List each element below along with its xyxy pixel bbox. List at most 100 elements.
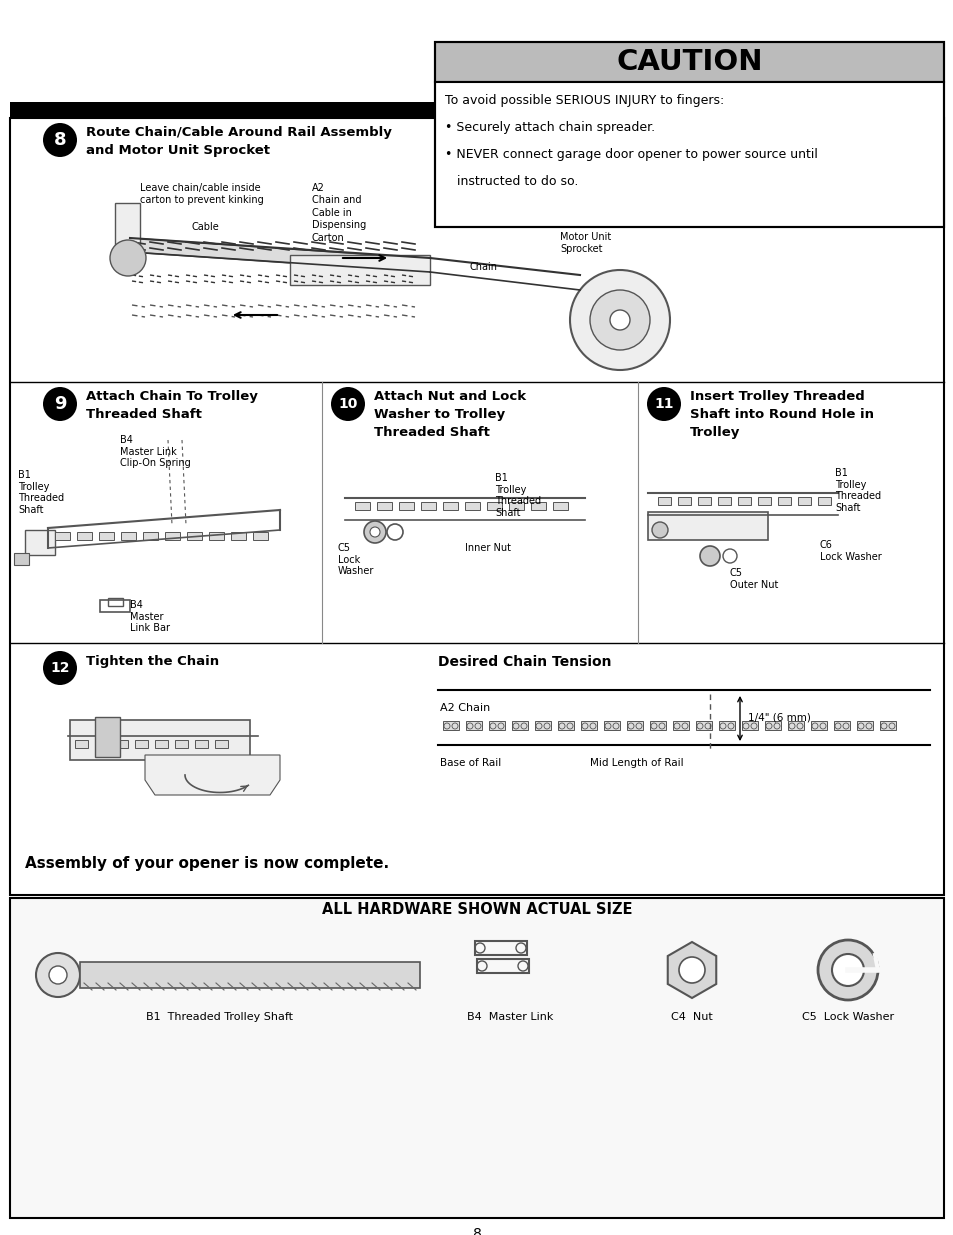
Bar <box>465 721 481 730</box>
Text: Chain: Chain <box>470 262 497 272</box>
Bar <box>115 740 128 748</box>
Bar <box>603 721 619 730</box>
Bar <box>165 532 180 540</box>
Text: Desired Chain Tension: Desired Chain Tension <box>437 655 611 669</box>
Circle shape <box>817 940 877 1000</box>
Polygon shape <box>130 238 430 275</box>
Circle shape <box>43 387 77 421</box>
Text: Attach Nut and Lock
Washer to Trolley
Threaded Shaft: Attach Nut and Lock Washer to Trolley Th… <box>374 390 525 438</box>
Bar <box>70 720 250 760</box>
Bar <box>531 501 545 510</box>
Text: C5
Lock
Washer: C5 Lock Washer <box>337 543 374 577</box>
Bar <box>553 501 567 510</box>
Text: Assembly of your opener is now complete.: Assembly of your opener is now complete. <box>25 856 389 871</box>
Bar <box>833 721 849 730</box>
Bar <box>879 721 895 730</box>
Text: B1
Trolley
Threaded
Shaft: B1 Trolley Threaded Shaft <box>18 471 64 515</box>
Bar <box>376 501 392 510</box>
Bar <box>738 496 750 505</box>
Circle shape <box>651 522 667 538</box>
Text: Motor Unit
Sprocket: Motor Unit Sprocket <box>559 232 611 253</box>
Bar <box>649 721 665 730</box>
Text: Insert Trolley Threaded
Shaft into Round Hole in
Trolley: Insert Trolley Threaded Shaft into Round… <box>689 390 873 438</box>
Text: C4  Nut: C4 Nut <box>670 1011 712 1023</box>
Text: CAUTION: CAUTION <box>616 48 762 77</box>
Bar <box>214 740 228 748</box>
Circle shape <box>609 310 629 330</box>
Bar <box>143 532 158 540</box>
Text: B1
Trolley
Threaded
Shaft: B1 Trolley Threaded Shaft <box>495 473 540 517</box>
Text: Base of Rail: Base of Rail <box>439 758 500 768</box>
Circle shape <box>110 240 146 275</box>
Bar <box>174 740 188 748</box>
Text: instructed to do so.: instructed to do so. <box>444 175 578 188</box>
Circle shape <box>36 953 80 997</box>
Bar <box>509 501 523 510</box>
Text: 11: 11 <box>654 396 673 411</box>
Bar <box>647 513 767 540</box>
Text: Cable: Cable <box>192 222 219 232</box>
Bar <box>209 532 224 540</box>
Bar <box>672 721 688 730</box>
Bar <box>764 721 781 730</box>
Bar <box>512 721 527 730</box>
Bar <box>718 496 730 505</box>
Text: Route Chain/Cable Around Rail Assembly
and Motor Unit Sprocket: Route Chain/Cable Around Rail Assembly a… <box>86 126 392 157</box>
Bar <box>535 721 551 730</box>
Bar <box>108 598 123 606</box>
Bar <box>420 501 436 510</box>
Bar <box>719 721 734 730</box>
Bar <box>658 496 670 505</box>
Bar <box>489 721 504 730</box>
Bar <box>398 501 414 510</box>
Bar <box>135 740 148 748</box>
Bar <box>25 530 55 555</box>
Bar <box>10 898 943 1218</box>
Bar <box>10 119 943 895</box>
Text: B4
Master Link
Clip-On Spring: B4 Master Link Clip-On Spring <box>120 435 191 468</box>
Bar <box>464 501 479 510</box>
Bar <box>698 496 710 505</box>
Text: 8: 8 <box>472 1228 481 1235</box>
Bar <box>121 532 136 540</box>
Bar <box>558 721 574 730</box>
Text: 9: 9 <box>53 395 66 412</box>
Bar <box>80 962 419 988</box>
Polygon shape <box>145 755 280 795</box>
Text: 12: 12 <box>51 661 70 676</box>
Bar <box>778 496 790 505</box>
Bar <box>115 203 140 258</box>
Bar <box>14 553 29 564</box>
Bar <box>77 532 91 540</box>
Bar <box>55 532 70 540</box>
Text: • Securely attach chain spreader.: • Securely attach chain spreader. <box>444 121 655 135</box>
Bar <box>290 254 430 285</box>
Bar <box>154 740 168 748</box>
Text: 10: 10 <box>338 396 357 411</box>
Bar <box>817 496 830 505</box>
Circle shape <box>49 966 67 984</box>
Circle shape <box>43 124 77 157</box>
Bar <box>696 721 711 730</box>
Bar <box>231 532 246 540</box>
Circle shape <box>43 651 77 685</box>
Text: C5  Lock Washer: C5 Lock Washer <box>801 1011 893 1023</box>
Bar <box>741 721 758 730</box>
Text: To avoid possible SERIOUS INJURY to fingers:: To avoid possible SERIOUS INJURY to fing… <box>444 94 723 107</box>
Circle shape <box>364 521 386 543</box>
Text: ALL HARDWARE SHOWN ACTUAL SIZE: ALL HARDWARE SHOWN ACTUAL SIZE <box>321 902 632 918</box>
Text: A2
Chain and
Cable in
Dispensing
Carton: A2 Chain and Cable in Dispensing Carton <box>312 183 366 242</box>
Bar <box>95 718 120 757</box>
Circle shape <box>679 957 704 983</box>
Circle shape <box>646 387 680 421</box>
Bar <box>810 721 826 730</box>
Bar <box>626 721 642 730</box>
Bar <box>797 496 810 505</box>
Text: 8: 8 <box>53 131 67 149</box>
Text: B1  Threaded Trolley Shaft: B1 Threaded Trolley Shaft <box>147 1011 294 1023</box>
Circle shape <box>589 290 649 350</box>
Bar <box>435 42 943 82</box>
Circle shape <box>569 270 669 370</box>
Bar <box>787 721 803 730</box>
Text: 1/4" (6 mm): 1/4" (6 mm) <box>747 713 810 722</box>
